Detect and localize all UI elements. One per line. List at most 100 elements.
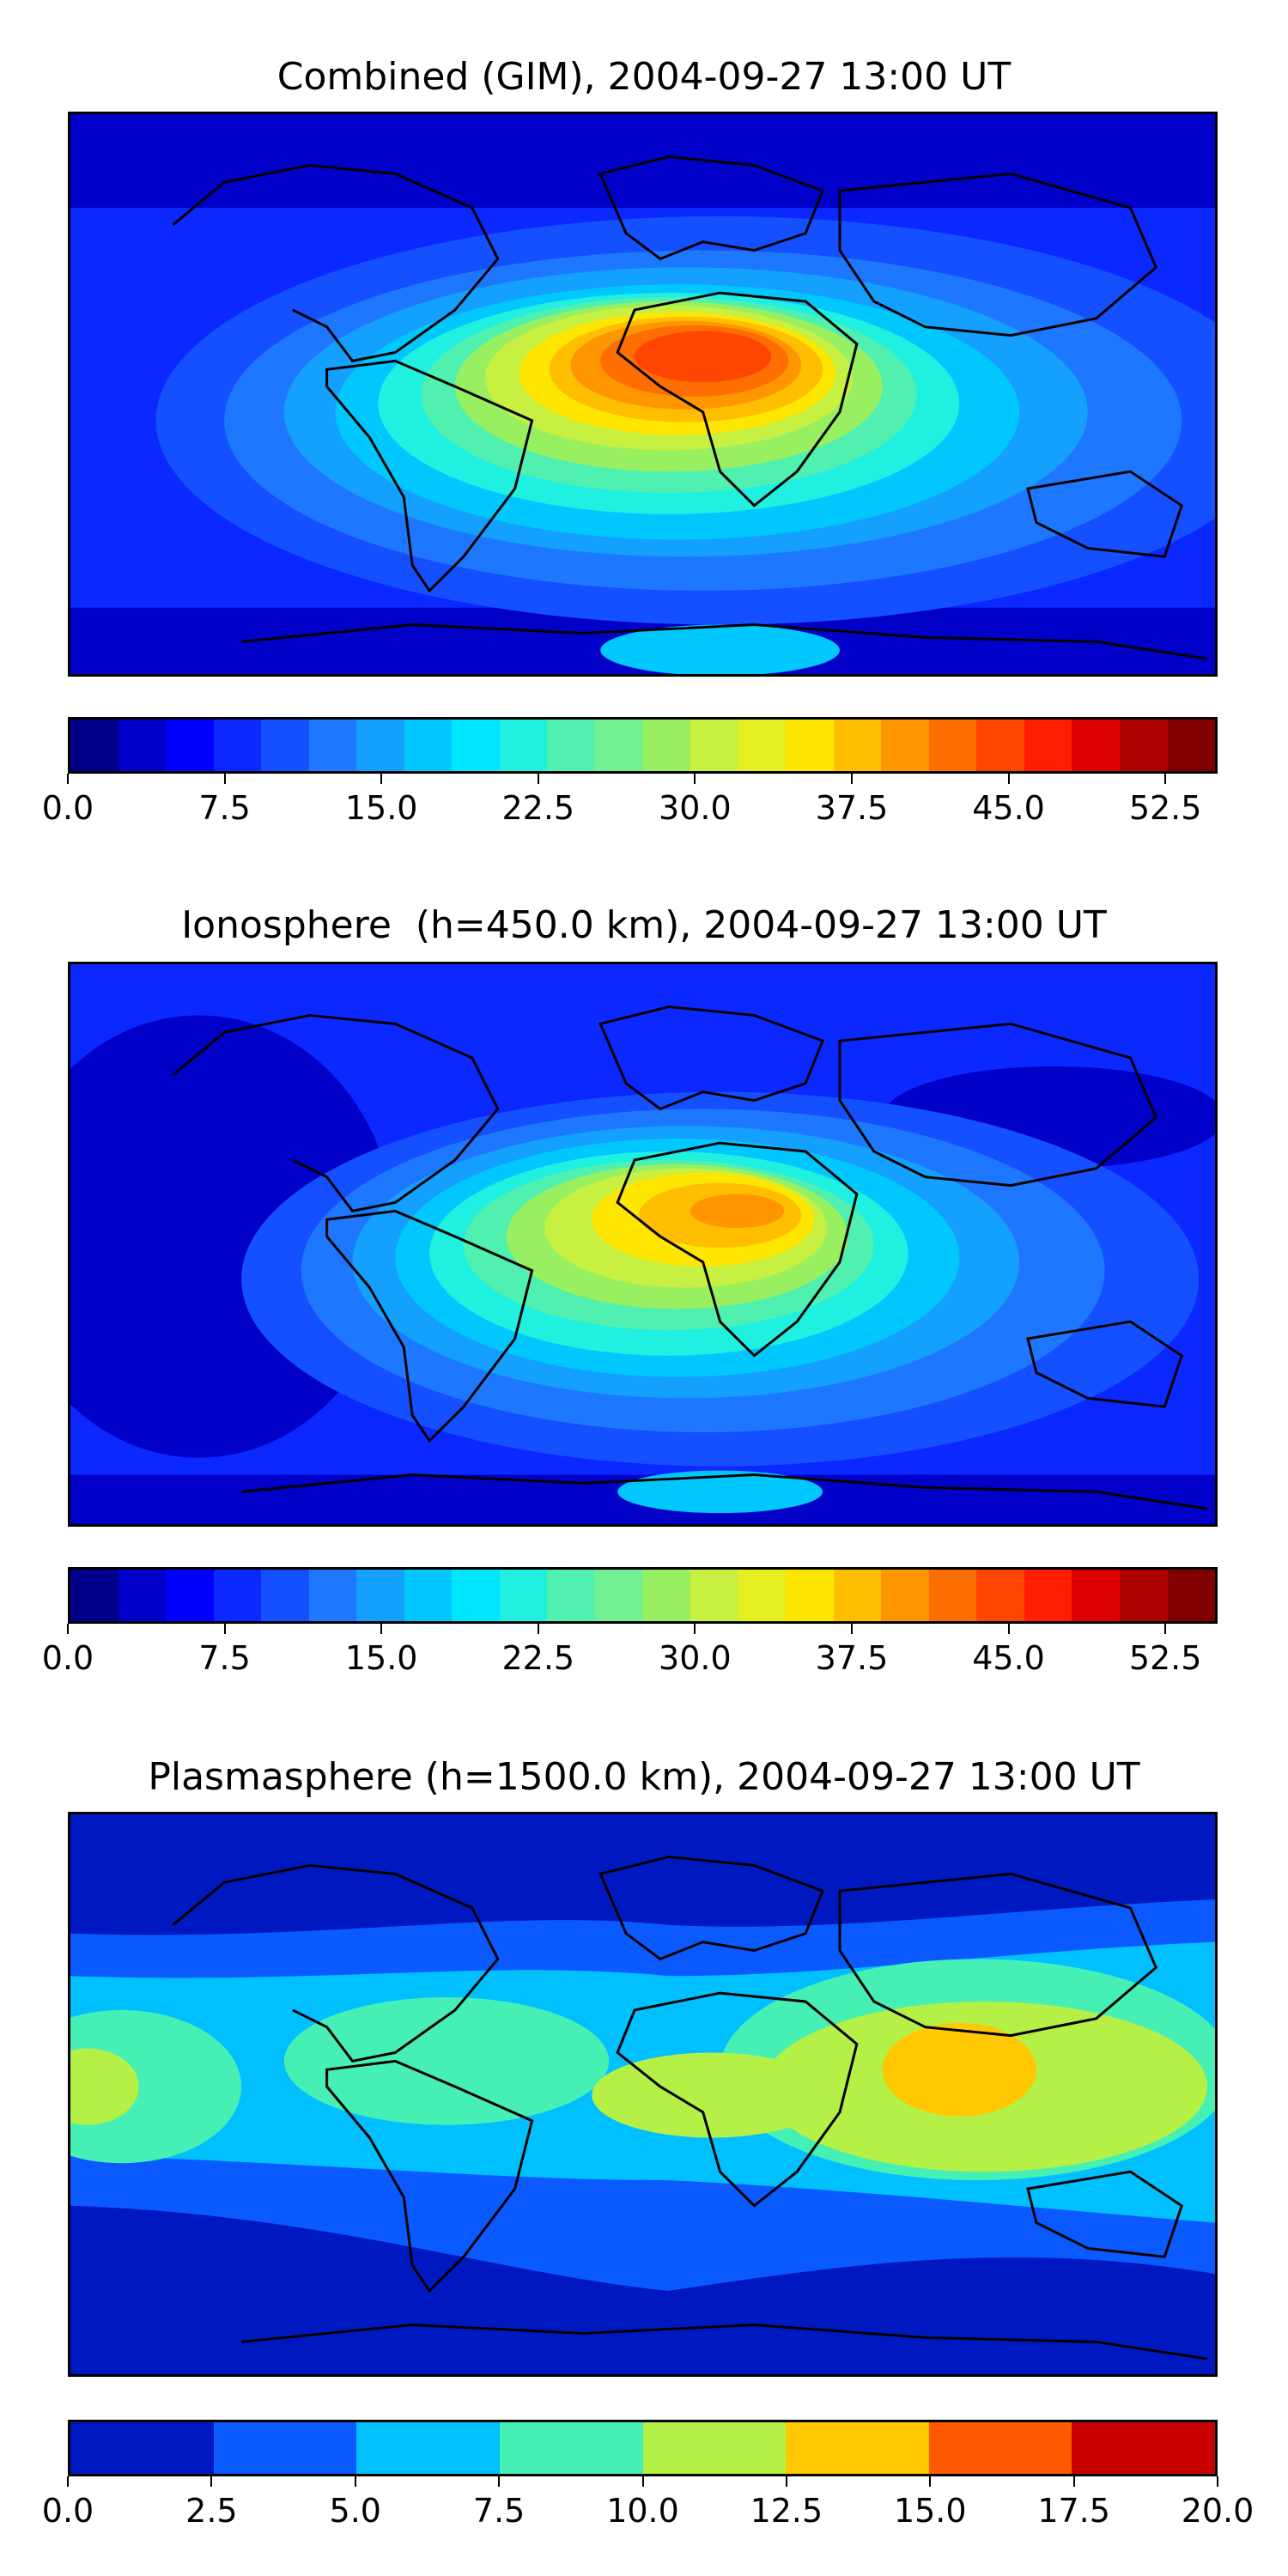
map-plasmasphere xyxy=(68,1812,1218,2377)
colorbar-tick-label: 7.5 xyxy=(198,1639,251,1677)
panel-2-title: Ionosphere (h=450.0 km), 2004-09-27 13:0… xyxy=(181,903,1107,947)
colorbar-tick-label: 20.0 xyxy=(1181,2492,1255,2530)
colorbar-segment xyxy=(1072,1570,1121,1621)
colorbar-tick-label: 7.5 xyxy=(472,2492,526,2530)
colorbar-segment xyxy=(1072,720,1121,771)
colorbar-segment xyxy=(833,720,882,771)
colorbar-segment xyxy=(166,720,214,771)
colorbar-tick-label: 30.0 xyxy=(659,789,732,827)
colorbar-tick-mark xyxy=(694,774,696,784)
colorbar-segment xyxy=(70,720,118,771)
colorbar-tick-mark xyxy=(210,2476,213,2487)
colorbar-segment xyxy=(308,1570,357,1621)
colorbar-segment xyxy=(738,1570,787,1621)
colorbar-segment xyxy=(452,1570,500,1621)
colorbar-segment xyxy=(595,720,643,771)
colorbar-segment xyxy=(213,1570,262,1621)
colorbar-tick-label: 2.5 xyxy=(185,2492,238,2530)
colorbar-segment xyxy=(547,1570,596,1621)
colorbar-segment xyxy=(1120,720,1168,771)
colorbar-ticks-combined: 0.0 7.5 15.0 22.5 30.0 37.5 45.0 52.5 xyxy=(42,774,1218,827)
colorbar-segment xyxy=(642,720,691,771)
colorbar-segment xyxy=(404,1570,453,1621)
colorbar-segment xyxy=(642,1570,691,1621)
colorbar-segment xyxy=(786,720,834,771)
colorbar-segment xyxy=(595,1570,643,1621)
colorbar-tick-mark xyxy=(67,774,69,784)
colorbar-segment xyxy=(881,1570,929,1621)
colorbar-tick-label: 0.0 xyxy=(41,789,94,827)
colorbar-segment xyxy=(1167,1570,1216,1621)
colorbar-segment xyxy=(213,720,262,771)
colorbar-tick-mark xyxy=(929,2476,932,2487)
colorbar-segment xyxy=(1120,1570,1168,1621)
colorbar-segment xyxy=(642,2422,787,2474)
colorbar-tick-mark xyxy=(223,1624,226,1634)
colorbar-segment xyxy=(166,1570,214,1621)
colorbar-segment xyxy=(690,1570,738,1621)
colorbar-tick-label: 15.0 xyxy=(344,1639,418,1677)
colorbar-segment xyxy=(1024,1570,1072,1621)
colorbar-tick-mark xyxy=(1007,774,1010,784)
colorbar-tick-label: 45.0 xyxy=(972,789,1045,827)
colorbar-segment xyxy=(261,1570,309,1621)
colorbar-tick-label: 15.0 xyxy=(344,789,418,827)
tec-contour-map xyxy=(70,1814,1215,2374)
colorbar-tick-label: 17.5 xyxy=(1037,2492,1110,2530)
coastlines xyxy=(172,1005,1208,1510)
colorbar-segment xyxy=(452,720,500,771)
colorbar-segment xyxy=(356,1570,404,1621)
colorbar-tick-mark xyxy=(537,774,539,784)
colorbar-segment xyxy=(928,1570,977,1621)
colorbar-segment xyxy=(356,720,404,771)
colorbar-segment xyxy=(690,720,738,771)
map-ionosphere xyxy=(68,962,1218,1527)
colorbar-tick-label: 12.5 xyxy=(750,2492,823,2530)
colorbar-segment xyxy=(499,720,548,771)
colorbar-tick-label: 0.0 xyxy=(41,2492,94,2530)
colorbar-combined xyxy=(68,717,1218,774)
colorbar-tick-mark xyxy=(67,2476,69,2487)
colorbar-tick-mark xyxy=(785,2476,787,2487)
colorbar-segment xyxy=(70,1570,118,1621)
colorbar-ionosphere xyxy=(68,1567,1218,1624)
coastlines xyxy=(172,1856,1208,2360)
colorbar-plasmasphere xyxy=(68,2420,1218,2476)
colorbar-segment xyxy=(928,720,977,771)
colorbar-segment xyxy=(118,1570,167,1621)
coastlines xyxy=(172,155,1208,660)
colorbar-ticks-plasmasphere: 0.0 2.5 5.0 7.5 10.0 12.5 15.0 17.5 20.0 xyxy=(42,2476,1254,2530)
colorbar-tick-mark xyxy=(694,1624,696,1634)
panel-3-title: Plasmasphere (h=1500.0 km), 2004-09-27 1… xyxy=(148,1755,1140,1799)
colorbar-segment xyxy=(356,2422,500,2474)
tec-contour-map xyxy=(70,114,1215,674)
colorbar-tick-label: 52.5 xyxy=(1128,789,1202,827)
colorbar-tick-mark xyxy=(1072,2476,1075,2487)
colorbar-segment xyxy=(1024,720,1072,771)
panel-1-title: Combined (GIM), 2004-09-27 13:00 UT xyxy=(276,55,1012,99)
colorbar-tick-mark xyxy=(354,2476,356,2487)
colorbar-tick-mark xyxy=(537,1624,539,1634)
colorbar-segment xyxy=(928,2422,1072,2474)
colorbar-tick-mark xyxy=(67,1624,69,1634)
colorbar-tick-label: 0.0 xyxy=(41,1639,94,1677)
colorbar-segment xyxy=(404,720,453,771)
colorbar-tick-label: 30.0 xyxy=(659,1639,732,1677)
colorbar-tick-label: 37.5 xyxy=(815,1639,889,1677)
colorbar-segment xyxy=(738,720,787,771)
colorbar-segment xyxy=(308,720,357,771)
colorbar-tick-mark xyxy=(1164,774,1167,784)
colorbar-tick-mark xyxy=(1217,2476,1218,2487)
colorbar-segment xyxy=(261,720,309,771)
colorbar-segment xyxy=(1072,2422,1215,2474)
map-combined-gim xyxy=(68,112,1218,677)
colorbar-tick-mark xyxy=(380,774,383,784)
colorbar-tick-label: 5.0 xyxy=(329,2492,381,2530)
colorbar-segment xyxy=(213,2422,357,2474)
colorbar-tick-label: 22.5 xyxy=(501,789,575,827)
colorbar-tick-mark xyxy=(498,2476,501,2487)
colorbar-tick-label: 22.5 xyxy=(501,1639,575,1677)
colorbar-tick-mark xyxy=(380,1624,383,1634)
colorbar-segment xyxy=(881,720,929,771)
colorbar-tick-mark xyxy=(641,2476,644,2487)
